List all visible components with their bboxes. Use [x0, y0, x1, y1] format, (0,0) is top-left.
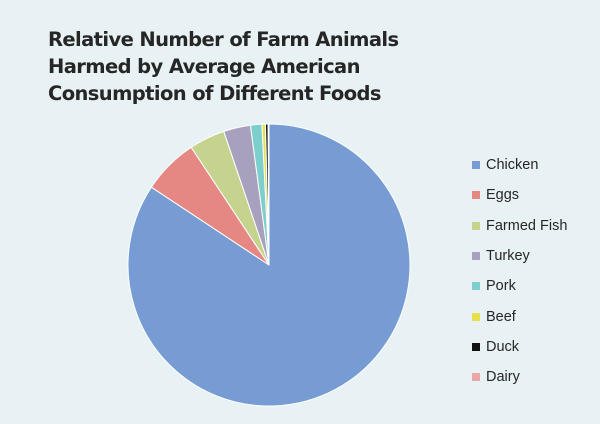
chart-title-line-3: Consumption of Different Foods: [48, 82, 381, 105]
legend-swatch-turkey: [472, 252, 480, 261]
legend-label-turkey: Turkey: [486, 248, 530, 265]
legend-label-chicken: Chicken: [486, 157, 539, 174]
legend-item-dairy: Dairy: [472, 362, 567, 392]
legend-item-beef: Beef: [472, 301, 567, 331]
legend-label-duck: Duck: [486, 338, 520, 355]
chart-title: Relative Number of Farm Animals Harmed b…: [48, 26, 399, 107]
legend-label-eggs: Eggs: [486, 187, 520, 204]
legend-swatch-dairy: [472, 373, 480, 382]
legend-item-farmed-fish: Farmed Fish: [472, 211, 567, 241]
legend-label-pork: Pork: [486, 278, 516, 295]
chart-legend: Chicken Eggs Farmed Fish Turkey Pork Beef Duck…: [472, 150, 567, 392]
legend-item-chicken: Chicken: [472, 150, 567, 180]
legend-swatch-chicken: [472, 161, 480, 170]
chart-title-line-2: Harmed by Average American: [48, 55, 360, 78]
legend-swatch-beef: [472, 312, 480, 321]
pie-chart: [127, 123, 411, 407]
legend-label-dairy: Dairy: [486, 369, 520, 386]
legend-swatch-eggs: [472, 191, 480, 200]
chart-title-line-1: Relative Number of Farm Animals: [48, 28, 399, 51]
legend-item-pork: Pork: [472, 271, 567, 301]
legend-item-eggs: Eggs: [472, 180, 567, 210]
legend-swatch-farmed-fish: [472, 221, 480, 230]
legend-item-turkey: Turkey: [472, 241, 567, 271]
legend-item-duck: Duck: [472, 332, 567, 362]
pie-slice-dairy: [267, 123, 270, 266]
legend-swatch-pork: [472, 282, 480, 291]
legend-swatch-duck: [472, 342, 480, 351]
legend-label-farmed-fish: Farmed Fish: [486, 217, 568, 234]
legend-label-beef: Beef: [486, 308, 516, 325]
